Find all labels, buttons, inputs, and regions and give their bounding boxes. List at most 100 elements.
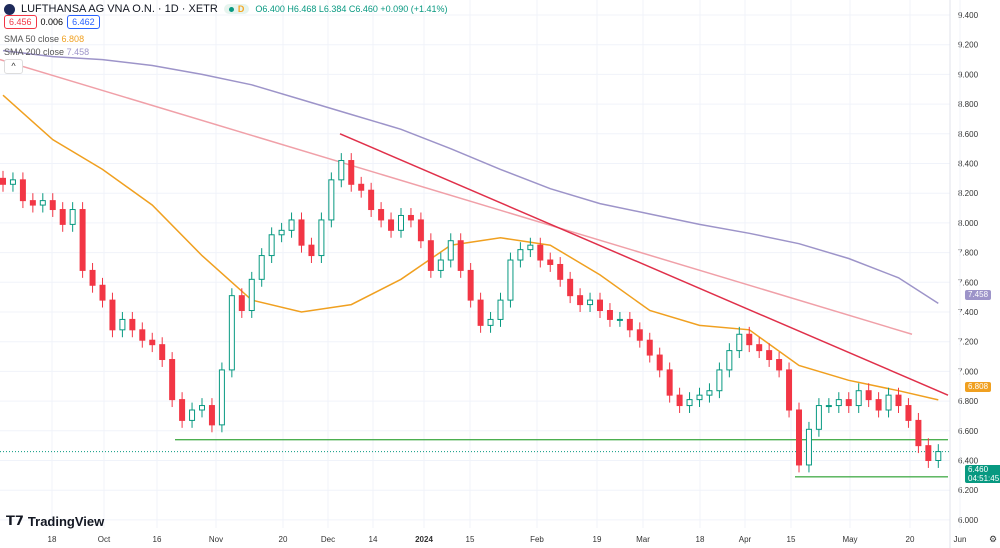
candle-body [368,189,375,211]
trendline-resistance [339,133,949,396]
y-tick-label: 6.000 [958,516,979,525]
candle-body [457,240,464,271]
last-price: 6.460 [968,465,989,474]
candle-body [109,299,116,331]
branding-text: TradingView [27,513,105,529]
candle-body [19,179,26,202]
indicator-label: SMA 50 close [4,34,60,44]
candle-body [746,333,753,346]
candle-body [208,405,215,426]
candle-body [616,318,623,321]
x-tick-label: 16 [153,535,162,544]
indicator-value: 6.808 [61,34,85,44]
y-tick-label: 9.000 [958,70,979,79]
candle-body [497,299,504,320]
indicator-label: SMA 200 close [4,47,65,57]
candle-body [606,310,613,320]
candle-body [597,299,603,312]
candle-body [278,229,285,236]
candle-body [427,240,434,271]
x-tick-label: 2024 [415,535,433,544]
candle-body [49,200,56,211]
candle-body [248,278,255,312]
sell-button[interactable]: 6.456 [4,15,37,29]
candle-body [398,214,404,231]
y-tick-label: 8.000 [958,219,979,228]
candle-body [646,339,653,356]
candle-body [805,428,812,466]
x-tick-label: Feb [530,535,544,544]
candle-body [895,394,902,407]
trendline-long [0,58,913,335]
sma200-line [2,49,939,305]
x-tick-label: 19 [593,535,602,544]
y-tick-label: 7.800 [958,249,979,258]
tradingview-logo[interactable]: 𝗧𝟳 TradingView [6,513,104,529]
candle-body [467,269,474,301]
y-tick-label: 6.400 [958,457,979,466]
y-tick-label: 8.200 [958,189,979,198]
candle-body [935,451,942,461]
candle-body [666,369,673,396]
y-tick-label: 9.200 [958,41,979,50]
candle-body [577,295,584,306]
sma50-price-label: 6.808 [965,382,992,392]
candle-body [845,399,852,407]
candle-body [378,209,385,221]
candle-body [676,394,683,407]
sma50-line [2,94,939,401]
x-tick-label: 18 [696,535,705,544]
indicator-sma50[interactable]: SMA 50 close 6.808 [4,34,84,44]
y-tick-label: 7.200 [958,338,979,347]
candle-body [348,160,355,185]
market-open-dot-icon [228,6,234,12]
candle-body [557,263,564,280]
candle-body [825,405,832,408]
tv-logo-icon: 𝗧𝟳 [6,513,24,528]
candle-body [796,409,802,466]
candle-body [59,209,66,225]
y-tick-label: 6.200 [958,486,979,495]
x-tick-label: 18 [48,535,57,544]
candle-body [706,390,713,396]
lufthansa-logo-icon [4,3,15,15]
x-tick-label: Apr [739,535,752,544]
candle-body [875,399,882,411]
candle-body [885,394,892,411]
x-tick-label: 15 [787,535,796,544]
candle-body [925,445,932,461]
collapse-legend-button[interactable]: ^ [4,59,23,74]
candle-body [865,390,872,401]
candle-body [786,369,793,411]
candle-body [169,359,176,401]
candle-body [139,329,146,341]
x-tick-label: Dec [321,535,335,544]
buy-button[interactable]: 6.462 [67,15,100,29]
candle-body [567,278,574,297]
candle-body [447,240,454,261]
candle-body [288,219,295,231]
candle-body [437,259,444,271]
candle-body [388,219,395,231]
candle-body [149,339,156,346]
y-tick-label: 8.600 [958,130,979,139]
x-tick-label: 14 [369,535,378,544]
ohlc-values: O6.400 H6.468 L6.384 C6.460 +0.090 (+1.4… [255,4,448,14]
candle-body [318,219,325,257]
market-status[interactable]: D [223,4,250,14]
candle-body [766,350,773,361]
settings-icon: ⚙ [989,534,997,544]
x-tick-label: Oct [98,535,111,544]
indicator-sma200[interactable]: SMA 200 close 7.458 [4,47,89,57]
candle-body [537,244,544,261]
candle-body [417,219,424,242]
candle-body [308,244,315,257]
candle-body [29,200,36,206]
bid-ask: 6.456 0.006 6.462 [4,15,100,29]
candle-body [716,369,723,392]
candle-body [69,209,76,225]
candle-body [756,344,763,352]
indicator-value: 7.458 [66,47,90,57]
symbol-title[interactable]: LUFTHANSA AG VNA O.N. · 1D · XETR [21,3,218,15]
